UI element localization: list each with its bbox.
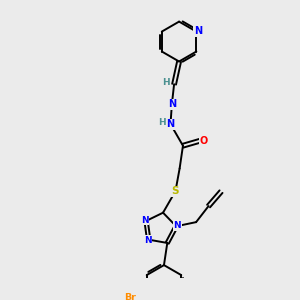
Text: Br: Br	[124, 293, 136, 300]
Text: H: H	[163, 78, 170, 87]
Text: N: N	[168, 99, 176, 109]
Text: S: S	[172, 186, 179, 196]
Text: N: N	[144, 236, 152, 245]
Text: N: N	[141, 216, 149, 225]
Text: N: N	[167, 119, 175, 129]
Text: H: H	[158, 118, 166, 127]
Text: O: O	[199, 136, 208, 146]
Text: N: N	[194, 26, 202, 36]
Text: N: N	[173, 221, 181, 230]
